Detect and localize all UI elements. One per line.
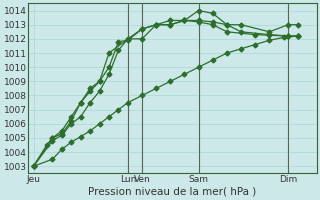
X-axis label: Pression niveau de la mer( hPa ): Pression niveau de la mer( hPa ) xyxy=(88,187,256,197)
